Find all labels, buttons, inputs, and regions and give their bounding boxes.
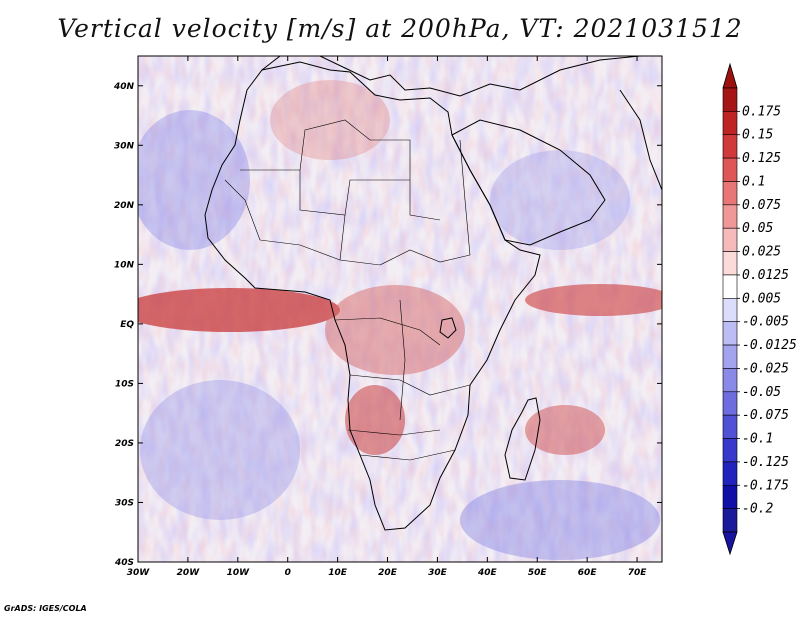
colorbar-swatch bbox=[722, 414, 738, 439]
colorbar-swatch bbox=[722, 344, 738, 369]
colorbar-swatch bbox=[722, 461, 738, 486]
colorbar-swatch bbox=[722, 508, 738, 533]
lon-tick-label: 40E bbox=[477, 568, 498, 578]
madagascar-convection bbox=[525, 405, 605, 455]
lon-tick-label: 70E bbox=[628, 568, 648, 578]
lon-tick-label: 50E bbox=[528, 568, 548, 578]
lat-tick-label: 20S bbox=[115, 439, 134, 449]
colorbar-label: -0.1 bbox=[742, 432, 773, 447]
lat-tick-label: 10N bbox=[114, 260, 135, 270]
colorbar-label: 0.15 bbox=[742, 128, 773, 143]
itcz-band-indian bbox=[525, 284, 662, 316]
lat-tick-label: 30N bbox=[114, 141, 135, 151]
colorbar-swatch bbox=[722, 87, 738, 112]
colorbar-label: -0.2 bbox=[742, 502, 773, 517]
colorbar-label: 0.075 bbox=[742, 198, 781, 213]
lat-tick-label: 10S bbox=[115, 379, 134, 389]
lon-tick-label: 10E bbox=[328, 568, 348, 578]
colorbar-label: -0.075 bbox=[742, 408, 789, 423]
lon-tick-label: 20W bbox=[177, 568, 201, 578]
chart-title: Vertical velocity [m/s] at 200hPa, VT: 2… bbox=[57, 14, 743, 43]
lon-tick-label: 0 bbox=[285, 568, 291, 578]
colorbar-swatch bbox=[722, 321, 738, 346]
madagascar bbox=[504, 397, 541, 481]
subsidence-south-indian bbox=[460, 480, 660, 560]
longitude-axis: 30W 20W 10W 0 10E 20E 30E 40E 50E 60E 70E bbox=[127, 56, 647, 578]
colorbar-label: -0.0125 bbox=[742, 338, 797, 353]
arabia-subsidence bbox=[490, 150, 630, 250]
colorbar: 0.175 0.15 0.125 0.1 0.075 0.05 0.025 0.0125 0.0… bbox=[722, 62, 797, 556]
colorbar-bottom-arrow bbox=[722, 531, 738, 556]
colorbar-swatch bbox=[722, 227, 738, 252]
colorbar-label: 0.1 bbox=[742, 174, 765, 189]
colorbar-label: -0.05 bbox=[742, 385, 781, 400]
credit-label: GrADS: IGES/COLA bbox=[4, 604, 87, 613]
colorbar-swatch bbox=[722, 368, 738, 393]
lat-tick-label: 40N bbox=[113, 82, 135, 92]
lat-tick-label: 30S bbox=[115, 498, 134, 508]
colorbar-label: 0.005 bbox=[742, 291, 781, 306]
colorbar-top-arrow bbox=[722, 62, 738, 89]
colorbar-swatch bbox=[722, 298, 738, 322]
colorbar-swatch bbox=[722, 181, 738, 206]
colorbar-swatch bbox=[722, 157, 738, 182]
velocity-field bbox=[138, 56, 662, 562]
arabian-peninsula bbox=[451, 119, 606, 246]
colorbar-label: -0.025 bbox=[742, 361, 789, 376]
colorbar-label: 0.125 bbox=[742, 151, 781, 166]
colorbar-swatch bbox=[722, 134, 738, 159]
southern-africa-convection bbox=[345, 385, 405, 455]
subsidence-south-atlantic bbox=[140, 380, 300, 520]
lon-tick-label: 20E bbox=[378, 568, 398, 578]
colorbar-swatch bbox=[722, 391, 738, 416]
lon-tick-label: 30W bbox=[127, 568, 151, 578]
colorbar-label: 0.0125 bbox=[742, 268, 789, 283]
lat-tick-label: 40S bbox=[114, 558, 134, 568]
lon-tick-label: 60E bbox=[578, 568, 598, 578]
colorbar-swatch bbox=[722, 251, 738, 276]
lon-tick-label: 30E bbox=[428, 568, 448, 578]
lake-victoria bbox=[439, 317, 457, 339]
country-borders bbox=[224, 119, 471, 461]
mediterranean-north-shore bbox=[261, 56, 641, 97]
colorbar-label: -0.125 bbox=[742, 455, 789, 470]
congo-basin-convection bbox=[325, 285, 465, 375]
coastlines bbox=[204, 56, 662, 531]
lat-tick-label: 20N bbox=[114, 201, 135, 211]
colorbar-label: -0.175 bbox=[742, 478, 789, 493]
colorbar-label: -0.005 bbox=[742, 315, 789, 330]
sahara-ascent bbox=[270, 80, 390, 160]
lon-tick-label: 10W bbox=[227, 568, 251, 578]
colorbar-swatch bbox=[722, 274, 738, 299]
colorbar-label: 0.05 bbox=[742, 221, 773, 236]
colorbar-swatch bbox=[722, 484, 738, 509]
colorbar-label: 0.025 bbox=[742, 245, 781, 260]
colorbar-swatch bbox=[722, 111, 738, 136]
subsidence-north-atlantic bbox=[138, 110, 250, 250]
africa-coastline bbox=[204, 61, 541, 531]
map-frame bbox=[137, 55, 663, 563]
india-coast bbox=[619, 89, 662, 191]
latitude-axis: 40N 30N 20N 10N EQ 10S 20S 30S 40S bbox=[113, 82, 662, 568]
colorbar-label: 0.175 bbox=[742, 104, 781, 119]
colorbar-swatch bbox=[722, 204, 738, 229]
colorbar-swatch bbox=[722, 438, 738, 463]
itcz-band-atlantic bbox=[138, 288, 340, 332]
lat-tick-label: EQ bbox=[120, 320, 134, 330]
